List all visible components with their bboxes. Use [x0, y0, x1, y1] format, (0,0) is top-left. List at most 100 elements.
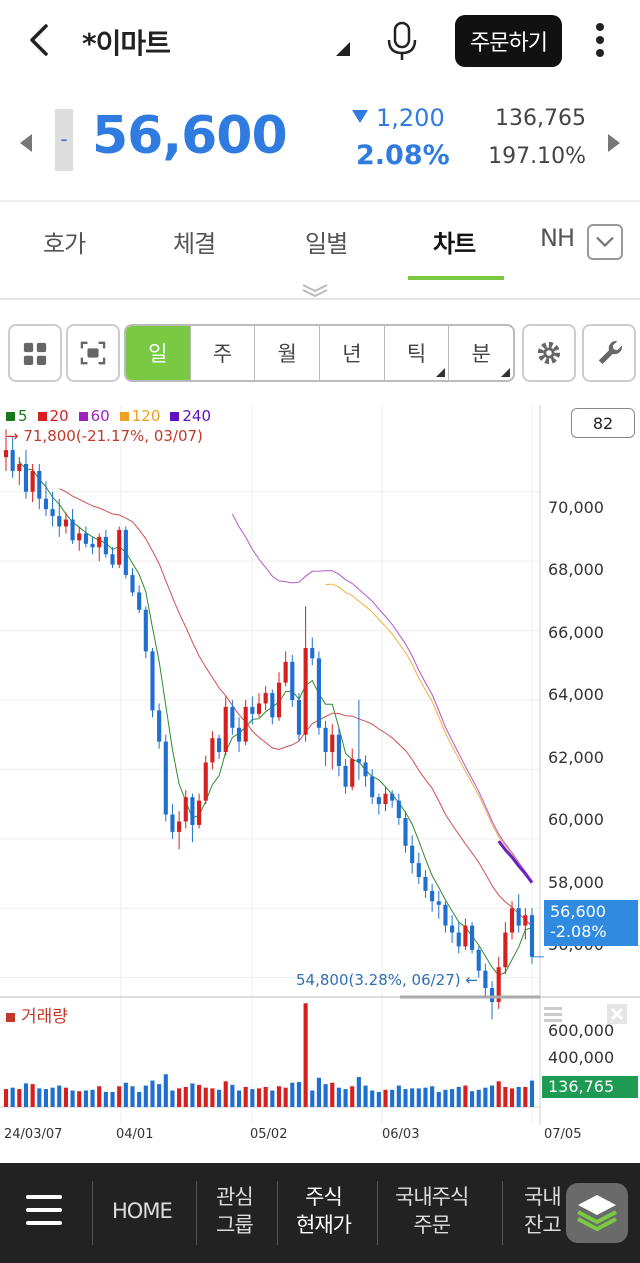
volume-bar [77, 1091, 82, 1107]
volume-menu-icon[interactable] [542, 1003, 564, 1025]
current-price: 56,600 [92, 106, 288, 166]
hamburger-menu-icon[interactable] [26, 1195, 66, 1231]
x-tick-label: 06/03 [382, 1127, 420, 1142]
candle-body [270, 693, 275, 718]
volume-bar [10, 1087, 15, 1107]
candle-body [509, 908, 515, 933]
period-tick[interactable]: 틱 [385, 326, 450, 380]
volume-bar [350, 1086, 355, 1107]
candle-body [316, 658, 322, 728]
volume-bar [236, 1090, 242, 1107]
legend-ma5: 5 [6, 407, 28, 425]
period-minute[interactable]: 분 [449, 326, 513, 380]
order-button[interactable]: 주문하기 [455, 15, 562, 67]
volume-bar [509, 1088, 515, 1107]
volume-bar [396, 1085, 401, 1107]
tab-hoga[interactable]: 호가 [43, 230, 86, 258]
nav-domestic-order[interactable]: 국내주식 주문 [395, 1185, 469, 1237]
volume-bar [23, 1083, 29, 1107]
candle-count-box[interactable]: 82 [571, 408, 635, 438]
dropdown-corner-icon [436, 368, 446, 377]
candle-body [203, 762, 208, 801]
down-triangle-icon [352, 110, 368, 123]
volume-bar [496, 1081, 501, 1107]
stock-dropdown-caret-icon[interactable] [336, 42, 350, 56]
candle-body [117, 529, 122, 565]
candlestick-chart-canvas[interactable] [0, 405, 640, 1155]
candle-body [290, 661, 295, 700]
volume-bar [370, 1090, 375, 1107]
candle-body [276, 682, 282, 718]
volume-bar [43, 1089, 49, 1107]
fullscreen-icon[interactable] [66, 324, 120, 382]
volume-bar [157, 1084, 162, 1107]
previous-stock-arrow-icon[interactable] [20, 134, 32, 152]
y-tick-label: 62,000 [548, 748, 604, 767]
volume-bar [410, 1088, 415, 1107]
candle-body [496, 967, 501, 1002]
back-arrow-icon[interactable] [22, 20, 56, 60]
volume-bar [123, 1082, 128, 1107]
candle-body [516, 908, 521, 926]
volume-bar [30, 1084, 35, 1107]
volume-bar [316, 1077, 322, 1107]
volume-bar [270, 1090, 275, 1107]
nav-current-price[interactable]: 주식 현재가 [296, 1185, 352, 1237]
microphone-icon[interactable] [384, 20, 420, 62]
volume-bar [503, 1086, 508, 1107]
layers-icon[interactable] [566, 1183, 628, 1243]
stock-name[interactable]: *이마트 [82, 27, 171, 60]
candle-body [143, 609, 148, 652]
price-chart[interactable]: 5 20 60 120 240 → 71,800(-21.17%, 03/07)… [0, 405, 640, 1155]
volume-close-icon[interactable] [606, 1003, 628, 1025]
tab-nh[interactable]: NH [540, 224, 575, 252]
x-tick-label: 07/05 [544, 1127, 582, 1142]
volume-bar [523, 1086, 528, 1107]
candle-body [3, 450, 9, 458]
volume-bar [276, 1086, 282, 1107]
period-week[interactable]: 주 [191, 326, 256, 380]
bottom-navigation: HOME 관심 그룹 주식 현재가 국내주식 주문 국내 잔고 [0, 1163, 640, 1263]
wrench-tool-icon[interactable] [582, 324, 636, 382]
volume-bar [529, 1080, 535, 1107]
candle-body [390, 793, 395, 801]
low-price-annotation: 54,800(3.28%, 06/27) ← [296, 971, 478, 989]
volume-bar [430, 1086, 435, 1107]
settings-gear-icon[interactable] [522, 324, 576, 382]
y-tick-label: 68,000 [548, 560, 604, 579]
candle-body [250, 706, 255, 714]
candle-body [70, 519, 75, 541]
candle-body [130, 575, 135, 593]
candle-body [63, 519, 68, 527]
nav-home[interactable]: HOME [112, 1199, 173, 1223]
y-tick-label: 64,000 [548, 685, 604, 704]
period-day[interactable]: 일 [126, 326, 191, 380]
nav-domestic-balance[interactable]: 국내 잔고 [524, 1185, 562, 1237]
nav-interest-group[interactable]: 관심 그룹 [216, 1185, 254, 1237]
volume-bar [37, 1088, 42, 1107]
layout-grid-icon[interactable] [8, 324, 62, 382]
period-year[interactable]: 년 [320, 326, 385, 380]
candle-body [523, 915, 528, 926]
collapse-handle-icon[interactable] [300, 282, 330, 298]
tab-trades[interactable]: 체결 [173, 230, 216, 258]
volume-bar [470, 1091, 475, 1107]
top-bar: *이마트 주문하기 [0, 0, 640, 84]
volume-bar [303, 1003, 308, 1107]
next-stock-arrow-icon[interactable] [608, 134, 620, 152]
x-tick-label: 05/02 [250, 1127, 288, 1142]
more-options-icon[interactable] [588, 20, 612, 60]
volume-bar [163, 1074, 168, 1107]
tab-daily[interactable]: 일별 [305, 230, 348, 258]
period-month[interactable]: 월 [255, 326, 321, 380]
tabs-expand-chevron-icon[interactable] [587, 224, 623, 260]
candle-body [463, 925, 468, 947]
moving-average-legend: 5 20 60 120 240 [6, 407, 217, 425]
candle-body [363, 762, 368, 777]
candle-body [310, 647, 315, 659]
trade-volume: 136,765 [495, 106, 586, 131]
candle-body [403, 818, 408, 846]
tab-chart[interactable]: 차트 [433, 230, 476, 258]
ma120-line [325, 583, 533, 883]
volume-bar [456, 1086, 461, 1107]
